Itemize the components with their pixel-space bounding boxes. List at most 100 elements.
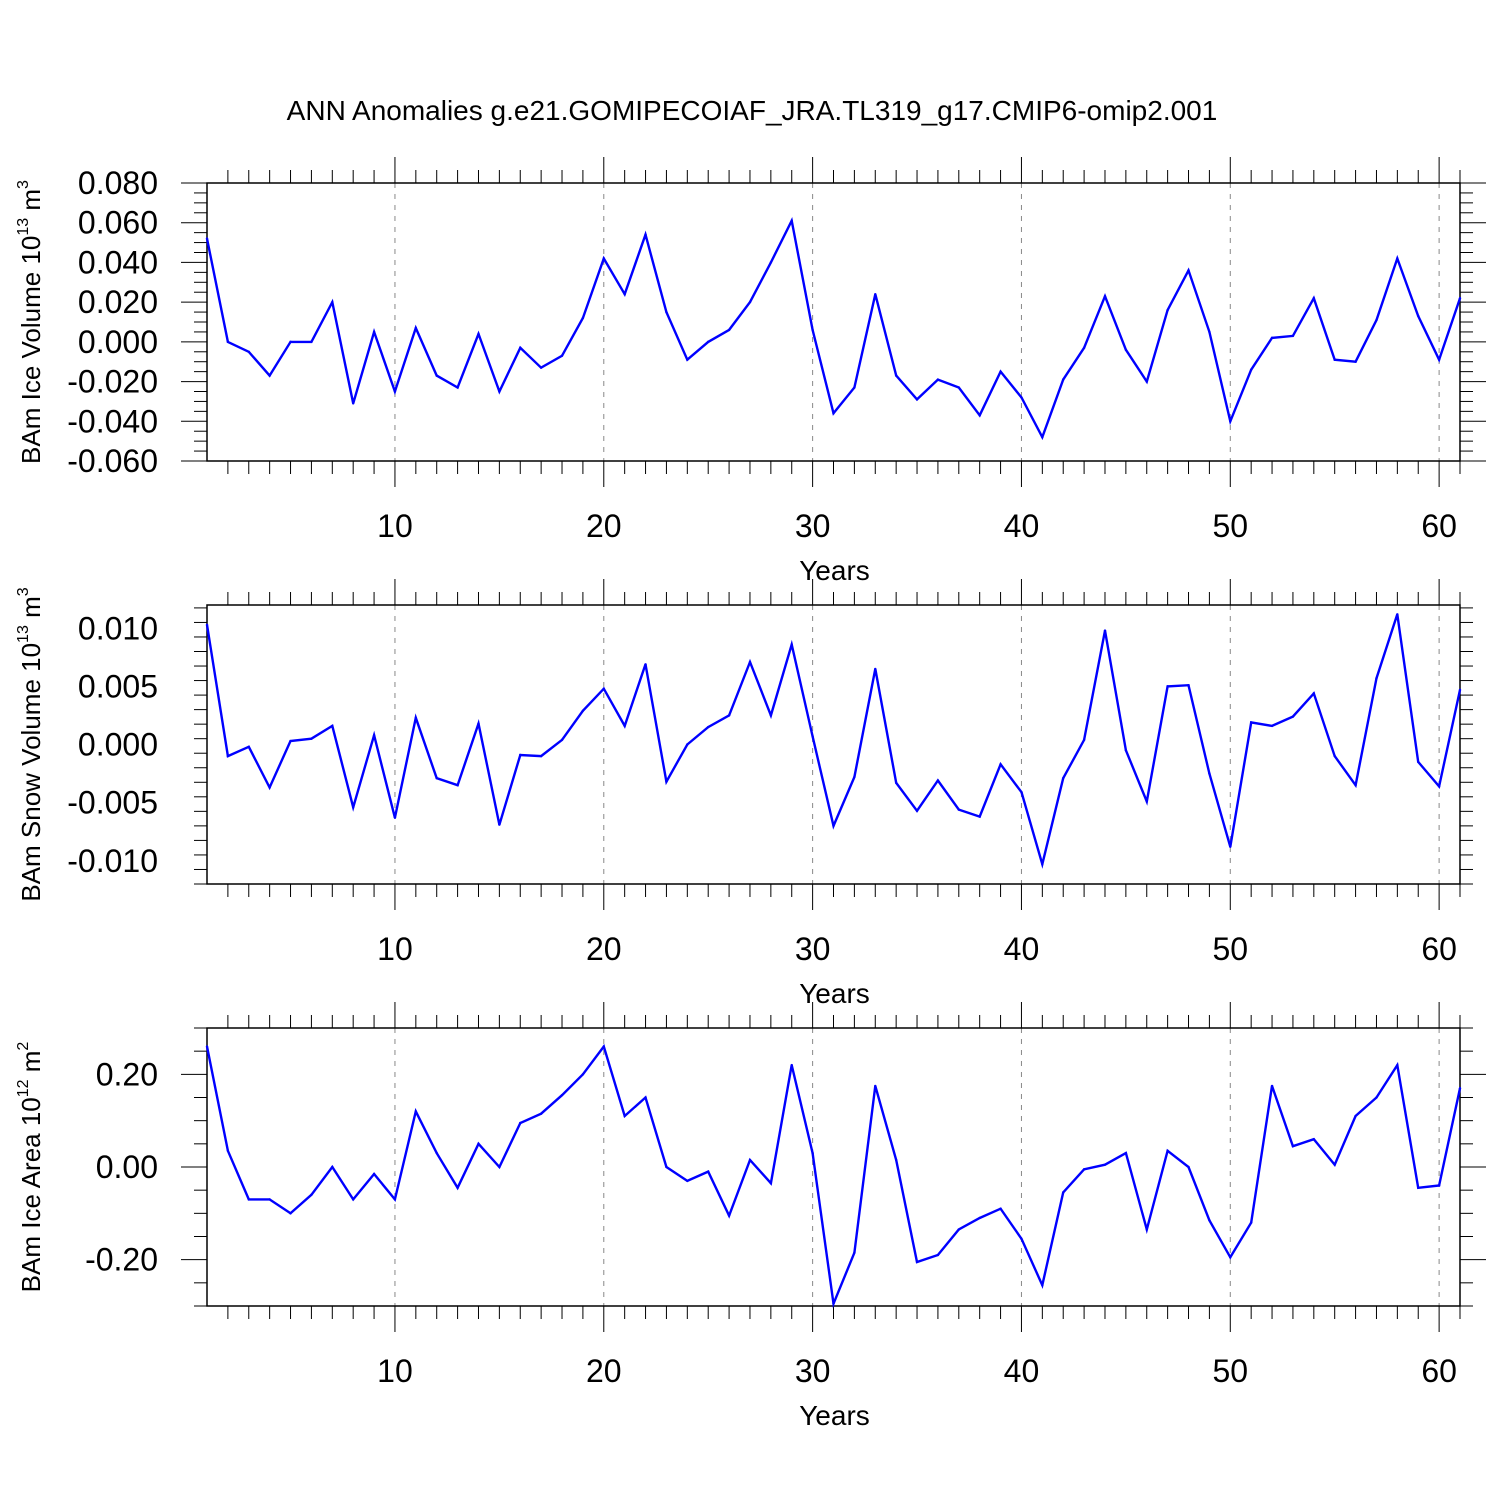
data-point bbox=[414, 716, 418, 719]
data-point bbox=[644, 1096, 647, 1099]
data-point bbox=[1145, 380, 1148, 383]
y-axis-label-exponent: 12 bbox=[15, 1079, 32, 1097]
data-point bbox=[623, 293, 626, 296]
data-point bbox=[560, 354, 564, 357]
data-point bbox=[1270, 1084, 1274, 1088]
data-point bbox=[623, 1114, 626, 1118]
data-point bbox=[999, 763, 1002, 766]
data-point bbox=[665, 780, 668, 783]
data-point bbox=[686, 743, 689, 746]
data-point bbox=[372, 330, 376, 334]
panel-snow-volume: 10 20 30 40 50 60 Years -0.010 -0.005 0.000 0.005 0… bbox=[15, 579, 1473, 1009]
data-point bbox=[1249, 1221, 1253, 1224]
data-point bbox=[331, 1165, 334, 1169]
x-tick-label: 10 bbox=[377, 508, 413, 544]
data-point bbox=[665, 1165, 668, 1169]
data-point bbox=[874, 667, 877, 671]
y-axis-label-unit: m bbox=[16, 1051, 46, 1080]
data-point bbox=[978, 1216, 981, 1220]
y-axis-label-unit-exponent: 3 bbox=[15, 587, 32, 596]
data-point bbox=[226, 340, 230, 344]
data-point bbox=[1124, 749, 1128, 752]
x-axis-label: Years bbox=[799, 555, 870, 586]
data-point bbox=[1417, 1186, 1420, 1190]
data-point bbox=[1396, 1063, 1399, 1067]
data-point bbox=[1291, 334, 1295, 338]
data-point bbox=[268, 1198, 271, 1201]
data-point bbox=[1229, 420, 1232, 423]
data-point bbox=[769, 714, 773, 717]
x-tick-label: 60 bbox=[1421, 931, 1457, 967]
x-tick-label: 10 bbox=[377, 1353, 413, 1389]
data-point bbox=[1458, 688, 1462, 692]
data-point bbox=[1082, 738, 1086, 742]
x-axis-label: Years bbox=[799, 1400, 870, 1431]
data-point bbox=[351, 402, 355, 405]
y-axis-label-unit: m bbox=[16, 189, 46, 218]
figure-title: ANN Anomalies g.e21.GOMIPECOIAF_JRA.TL31… bbox=[287, 95, 1218, 126]
data-point bbox=[1124, 1151, 1128, 1155]
data-point bbox=[1396, 613, 1399, 616]
data-point bbox=[539, 366, 543, 369]
data-point bbox=[1354, 1114, 1357, 1118]
data-point bbox=[1145, 800, 1148, 803]
data-point bbox=[498, 1165, 501, 1169]
data-point bbox=[1437, 358, 1441, 361]
data-point bbox=[205, 623, 209, 626]
data-point bbox=[727, 328, 731, 332]
data-point bbox=[727, 1214, 731, 1217]
data-point bbox=[894, 374, 898, 377]
data-point bbox=[226, 1149, 230, 1152]
data-point bbox=[936, 1253, 940, 1257]
y-tick-label: 0.010 bbox=[78, 610, 158, 646]
data-point bbox=[1354, 783, 1357, 787]
y-tick-label: 0.080 bbox=[78, 165, 158, 201]
data-point bbox=[915, 809, 919, 812]
data-point bbox=[498, 390, 501, 393]
data-point bbox=[727, 714, 731, 717]
data-point bbox=[999, 370, 1002, 373]
data-point bbox=[435, 374, 438, 377]
data-point bbox=[1020, 396, 1023, 399]
data-point bbox=[1062, 378, 1065, 381]
data-point bbox=[1312, 1138, 1316, 1141]
data-point bbox=[957, 808, 960, 811]
data-point bbox=[957, 1228, 960, 1231]
y-axis-label-text: BAm Ice Area 10 bbox=[16, 1097, 46, 1292]
data-point bbox=[1333, 754, 1336, 758]
data-point bbox=[1229, 1256, 1232, 1259]
y-tick-label: -0.040 bbox=[67, 403, 158, 439]
data-point bbox=[414, 1110, 418, 1113]
data-point bbox=[1437, 1184, 1441, 1187]
data-point bbox=[519, 1121, 522, 1125]
data-point bbox=[936, 779, 940, 782]
y-tick-label: 0.060 bbox=[78, 205, 158, 241]
x-tick-label: 50 bbox=[1212, 1353, 1248, 1389]
data-point bbox=[351, 1198, 355, 1201]
data-point bbox=[623, 724, 626, 728]
data-point bbox=[894, 1158, 898, 1162]
data-point bbox=[832, 412, 835, 415]
data-point bbox=[1041, 863, 1044, 866]
data-point bbox=[435, 1151, 438, 1155]
x-tick-label: 50 bbox=[1212, 508, 1248, 544]
data-point bbox=[310, 737, 313, 740]
data-point bbox=[1187, 1165, 1190, 1169]
data-point bbox=[748, 1158, 752, 1162]
data-point bbox=[1312, 692, 1316, 695]
data-point bbox=[435, 777, 438, 780]
data-point bbox=[686, 358, 689, 361]
data-point bbox=[393, 1198, 397, 1201]
data-point bbox=[1082, 1168, 1086, 1171]
data-point bbox=[1417, 760, 1420, 764]
x-tick-label: 50 bbox=[1212, 931, 1248, 967]
data-point bbox=[1291, 1144, 1295, 1148]
data-point bbox=[1166, 308, 1169, 312]
data-point bbox=[707, 725, 710, 729]
data-point bbox=[769, 1182, 773, 1185]
data-point bbox=[707, 340, 710, 344]
y-tick-label: -0.005 bbox=[67, 785, 158, 821]
y-tick-label: -0.060 bbox=[67, 443, 158, 479]
data-point bbox=[1082, 346, 1086, 350]
y-tick-label: 0.005 bbox=[78, 668, 158, 704]
